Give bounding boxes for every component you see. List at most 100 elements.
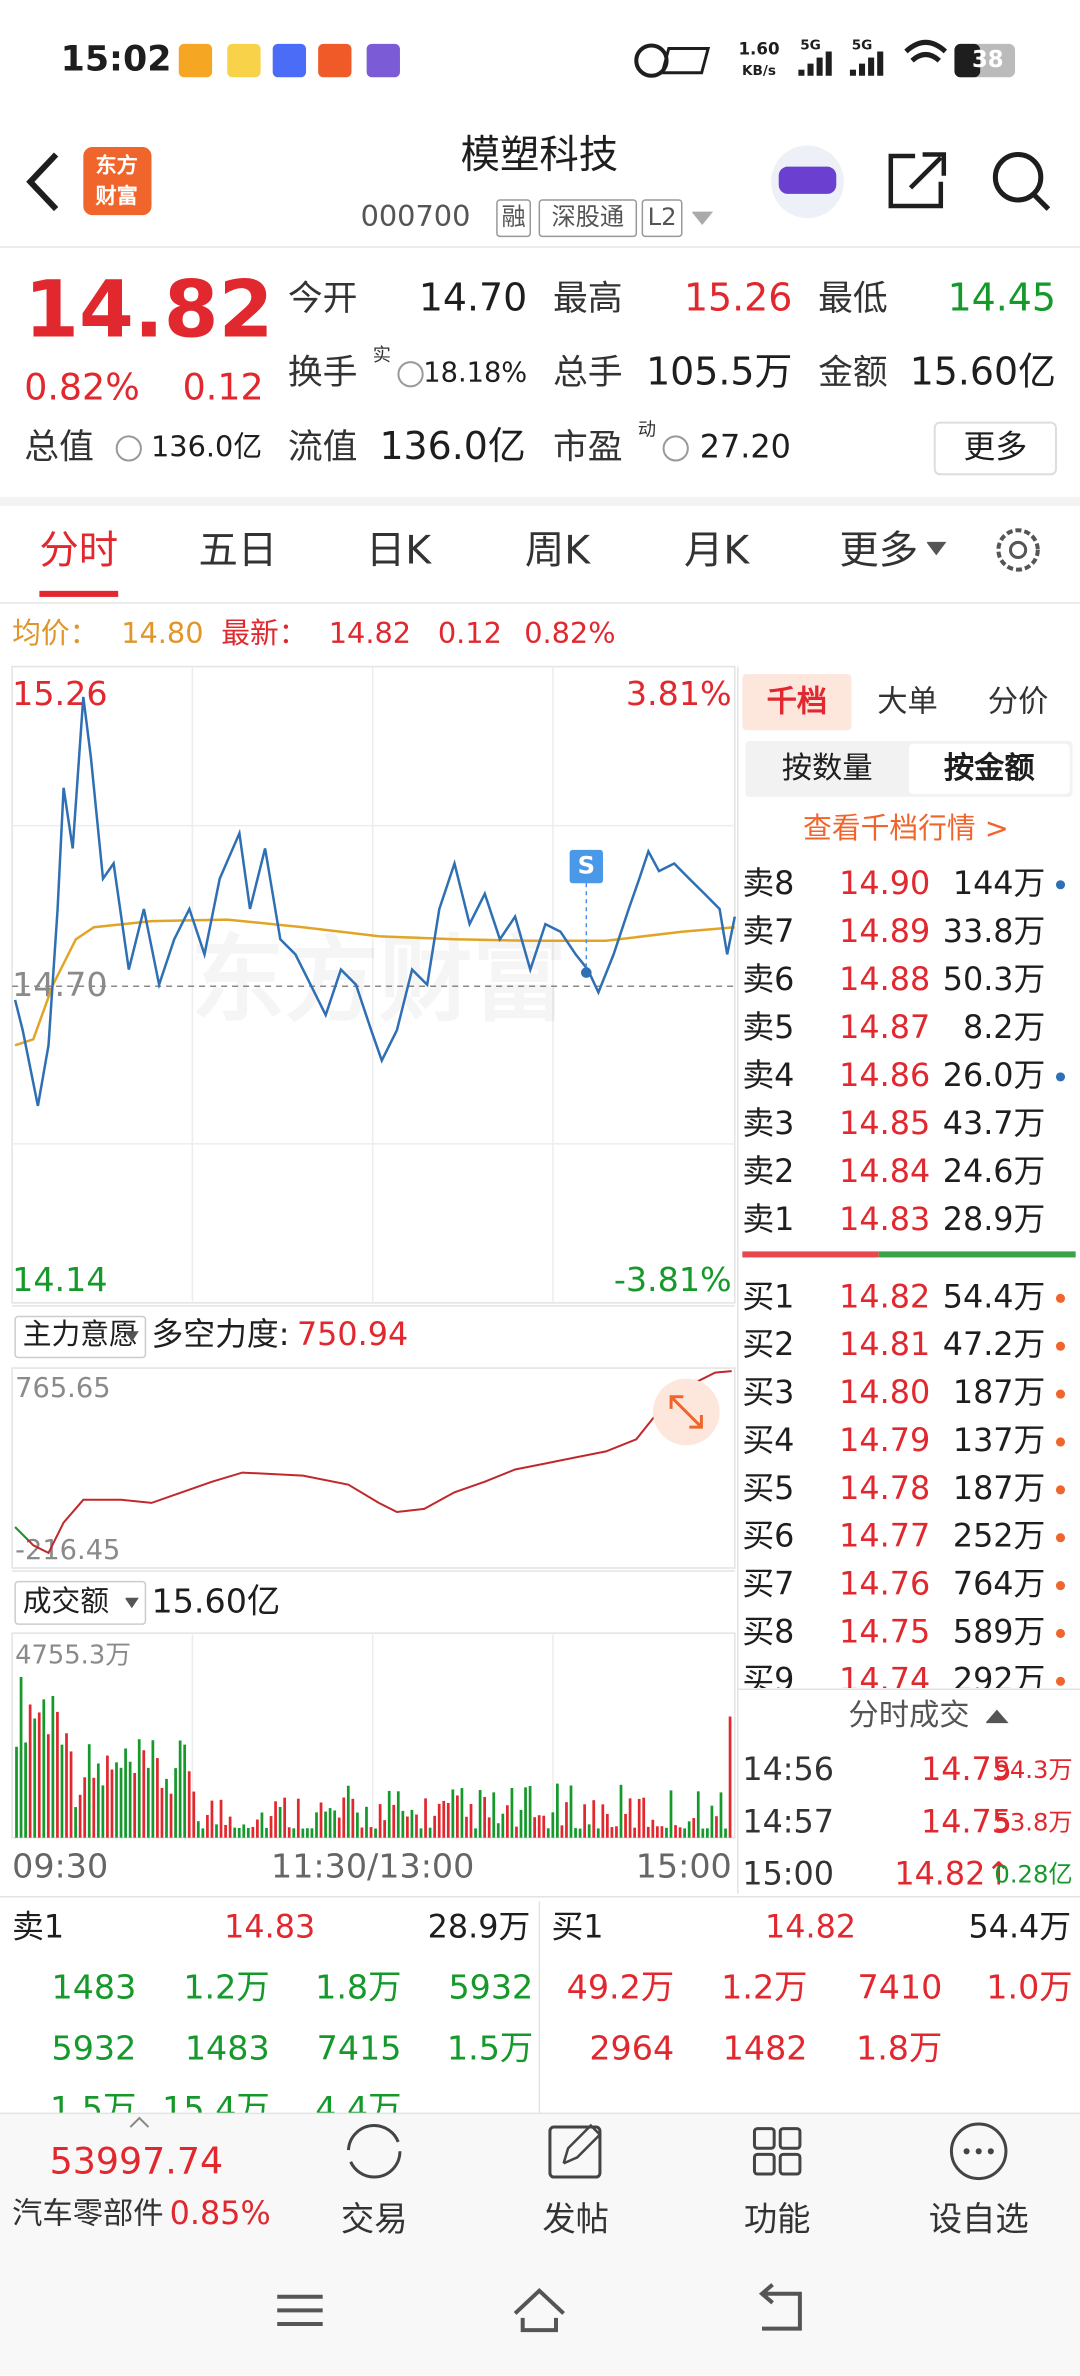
stat-value: 14.70 <box>419 275 527 319</box>
volume-bar-decor <box>96 1763 100 1838</box>
time-label: 09:30 <box>12 1846 108 1885</box>
stat-value: 15.60亿 <box>910 350 1056 394</box>
settings-button[interactable] <box>996 528 1040 572</box>
status-icon <box>227 43 261 78</box>
volume-bar-decor <box>446 1802 450 1838</box>
chart-tab[interactable]: 分时 <box>39 527 118 573</box>
wifi-icon <box>904 39 948 63</box>
bid-price: 14.75 <box>839 1612 930 1650</box>
home-button[interactable] <box>513 2287 565 2333</box>
back-nav-button[interactable] <box>758 2283 802 2331</box>
pen-icon <box>562 2123 602 2165</box>
chart-tab[interactable]: 更多 <box>839 527 918 573</box>
volume-bar-decor <box>556 1783 559 1838</box>
volume-select[interactable] <box>14 1580 147 1625</box>
ask-price: 14.90 <box>839 864 930 902</box>
search-button[interactable] <box>992 152 1044 203</box>
panel-tab[interactable]: 大单 <box>877 684 938 719</box>
section-gap <box>0 496 1080 507</box>
sector-name[interactable]: 汽车零部件 <box>12 2196 163 2231</box>
tag-box <box>538 199 638 238</box>
volume-bar-decor <box>710 1805 714 1838</box>
book-order: 1.0万 <box>986 1968 1072 2007</box>
volume-bar-decor <box>142 1750 146 1838</box>
status-icon <box>366 43 400 78</box>
more-button[interactable] <box>933 421 1057 476</box>
volume-bar-decor <box>115 1762 118 1838</box>
stat-value: 136.0亿 <box>379 424 525 468</box>
volume-bar-decor <box>410 1809 414 1838</box>
trade-volume: 94.3万 <box>994 1755 1072 1784</box>
chart-tab[interactable]: 日K <box>366 527 432 573</box>
index-value[interactable]: 53997.74 <box>50 2139 224 2182</box>
search-handle <box>1032 193 1051 211</box>
volume-bar-decor <box>333 1810 337 1838</box>
volume-bar-decor <box>251 1826 255 1838</box>
chart-tab[interactable]: 周K <box>525 527 591 573</box>
volume-bar-decor <box>442 1800 446 1838</box>
nav-item[interactable]: 交易 <box>341 2199 408 2238</box>
volume-bar-decor <box>724 1828 727 1838</box>
volume-bar-decor <box>292 1828 296 1838</box>
volume-bar-decor <box>28 1704 32 1838</box>
volume-bar-decor <box>728 1716 732 1838</box>
indicator-select[interactable] <box>14 1315 147 1359</box>
change-pct: 0.82% <box>24 365 140 408</box>
bid-volume: 252万 <box>953 1517 1046 1555</box>
ask-label: 卖6 <box>742 960 794 998</box>
depth-link[interactable]: 查看千档行情 > <box>803 811 1009 845</box>
book-order: 1482 <box>723 2028 808 2067</box>
back-button[interactable] <box>26 152 59 212</box>
stock-tag: 深股通 <box>551 202 624 231</box>
share-button[interactable] <box>888 152 947 209</box>
price-low: 14.14 <box>12 1260 107 1299</box>
volume-bar-decor <box>374 1828 377 1838</box>
ask-volume: 8.2万 <box>963 1008 1045 1046</box>
volume-bar-decor <box>210 1800 214 1838</box>
volume-name[interactable]: 成交额 <box>23 1584 109 1618</box>
chart-tab[interactable]: 五日 <box>198 527 277 573</box>
nav-item[interactable]: 发帖 <box>542 2199 609 2238</box>
mode-option[interactable]: 按数量 <box>782 751 873 786</box>
battery-text: 38 <box>972 47 1004 73</box>
settings-core <box>1009 540 1028 560</box>
more-button-label[interactable]: 更多 <box>964 427 1028 465</box>
trades-toggle <box>985 1709 1009 1724</box>
panel-tab[interactable]: 千档 <box>767 684 828 719</box>
volume-bar-decor <box>501 1813 505 1838</box>
chart-tab[interactable]: 月K <box>684 527 750 573</box>
volume-bar-decor <box>610 1827 614 1838</box>
bid-label: 买5 <box>742 1469 794 1507</box>
indicator-name[interactable]: 主力意愿 <box>23 1317 138 1351</box>
stat-sup: 动 <box>638 419 656 440</box>
volume-bar-decor <box>224 1824 227 1838</box>
dot-icon <box>975 2148 982 2155</box>
sector-pct[interactable]: 0.85% <box>170 2194 271 2232</box>
bid-label: 买9 <box>742 1660 794 1698</box>
volume-bar-decor <box>219 1799 223 1838</box>
volume-bar-decor <box>383 1820 387 1838</box>
stat-label: 最低 <box>818 279 888 319</box>
mode-option[interactable]: 按金额 <box>944 750 1036 786</box>
nav-item[interactable]: 功能 <box>744 2199 811 2238</box>
panel-tab[interactable]: 分价 <box>988 684 1049 719</box>
volume-bar-decor <box>560 1825 564 1838</box>
book-order: 1.8万 <box>856 2028 942 2067</box>
bid-dot <box>1055 1485 1066 1495</box>
volume-bar-decor <box>642 1797 646 1838</box>
nav-item[interactable]: 设自选 <box>929 2199 1029 2238</box>
ask-price: 14.89 <box>839 912 930 950</box>
nav-icon <box>752 2127 776 2150</box>
time-label: 15:00 <box>636 1846 732 1885</box>
signal-bar <box>849 69 856 76</box>
volume-bar-decor <box>415 1814 418 1838</box>
volume-bar-decor <box>428 1827 432 1838</box>
volume-bar-decor <box>569 1785 573 1838</box>
book-order: 2964 <box>589 2028 674 2067</box>
stock-name: 模塑科技 <box>461 132 619 178</box>
stat-label: 流值 <box>288 427 358 467</box>
volume-bar-decor <box>160 1787 164 1838</box>
dot-icon <box>963 2148 970 2155</box>
volume-bar-decor <box>315 1812 318 1838</box>
